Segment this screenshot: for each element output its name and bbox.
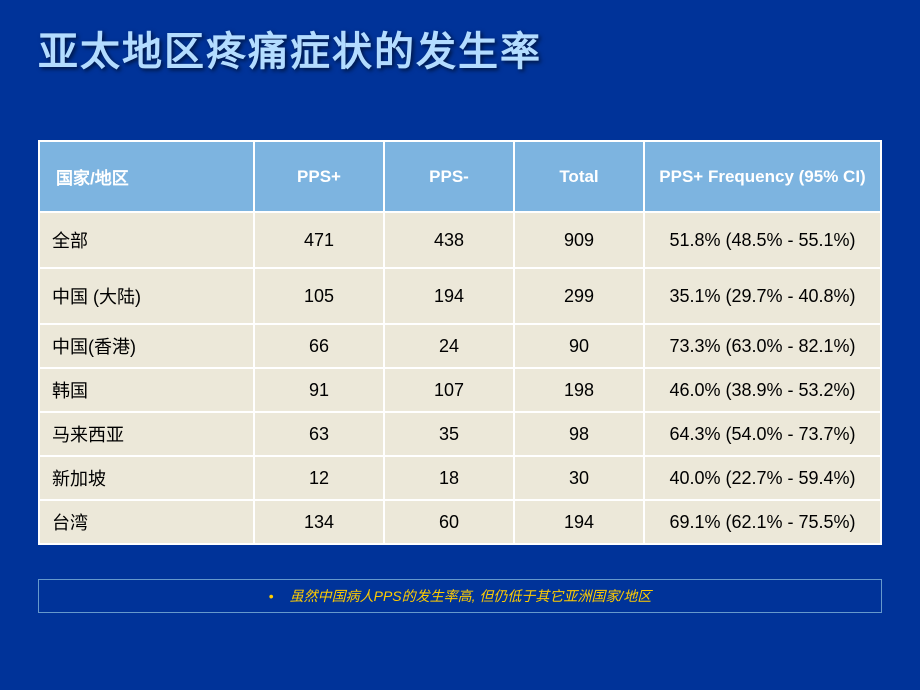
cell-region: 台湾 xyxy=(39,500,254,544)
table-row: 新加坡 12 18 30 40.0% (22.7% - 59.4%) xyxy=(39,456,881,500)
cell-freq: 51.8% (48.5% - 55.1%) xyxy=(644,212,881,268)
cell-region: 新加坡 xyxy=(39,456,254,500)
slide-container: 亚太地区疼痛症状的发生率 国家/地区 PPS+ PPS- Total PPS+ … xyxy=(0,0,920,690)
cell-total: 299 xyxy=(514,268,644,324)
table-row: 全部 471 438 909 51.8% (48.5% - 55.1%) xyxy=(39,212,881,268)
col-header-total: Total xyxy=(514,141,644,212)
table-row: 马来西亚 63 35 98 64.3% (54.0% - 73.7%) xyxy=(39,412,881,456)
cell-freq: 69.1% (62.1% - 75.5%) xyxy=(644,500,881,544)
cell-pps-minus: 24 xyxy=(384,324,514,368)
table-body: 全部 471 438 909 51.8% (48.5% - 55.1%) 中国 … xyxy=(39,212,881,544)
cell-pps-plus: 66 xyxy=(254,324,384,368)
cell-total: 30 xyxy=(514,456,644,500)
cell-freq: 64.3% (54.0% - 73.7%) xyxy=(644,412,881,456)
col-header-region: 国家/地区 xyxy=(39,141,254,212)
table-row: 中国(香港) 66 24 90 73.3% (63.0% - 82.1%) xyxy=(39,324,881,368)
cell-freq: 40.0% (22.7% - 59.4%) xyxy=(644,456,881,500)
cell-pps-minus: 35 xyxy=(384,412,514,456)
table-row: 台湾 134 60 194 69.1% (62.1% - 75.5%) xyxy=(39,500,881,544)
cell-pps-minus: 60 xyxy=(384,500,514,544)
cell-region: 马来西亚 xyxy=(39,412,254,456)
cell-pps-plus: 105 xyxy=(254,268,384,324)
cell-freq: 46.0% (38.9% - 53.2%) xyxy=(644,368,881,412)
cell-pps-plus: 91 xyxy=(254,368,384,412)
table-row: 中国 (大陆) 105 194 299 35.1% (29.7% - 40.8%… xyxy=(39,268,881,324)
cell-region: 中国(香港) xyxy=(39,324,254,368)
cell-freq: 35.1% (29.7% - 40.8%) xyxy=(644,268,881,324)
bullet-icon: • xyxy=(269,588,274,604)
table-header-row: 国家/地区 PPS+ PPS- Total PPS+ Frequency (95… xyxy=(39,141,881,212)
cell-pps-plus: 12 xyxy=(254,456,384,500)
footnote-container: • 虽然中国病人PPS的发生率高, 但仍低于其它亚洲国家/地区 xyxy=(38,579,882,613)
col-header-pps-minus: PPS- xyxy=(384,141,514,212)
col-header-pps-plus: PPS+ xyxy=(254,141,384,212)
data-table: 国家/地区 PPS+ PPS- Total PPS+ Frequency (95… xyxy=(38,140,882,545)
cell-pps-plus: 134 xyxy=(254,500,384,544)
cell-region: 韩国 xyxy=(39,368,254,412)
cell-pps-plus: 471 xyxy=(254,212,384,268)
cell-pps-minus: 18 xyxy=(384,456,514,500)
slide-title: 亚太地区疼痛症状的发生率 xyxy=(38,28,882,76)
table-row: 韩国 91 107 198 46.0% (38.9% - 53.2%) xyxy=(39,368,881,412)
cell-pps-minus: 107 xyxy=(384,368,514,412)
cell-pps-minus: 194 xyxy=(384,268,514,324)
footnote-text: 虽然中国病人PPS的发生率高, 但仍低于其它亚洲国家/地区 xyxy=(290,586,652,606)
col-header-freq: PPS+ Frequency (95% CI) xyxy=(644,141,881,212)
cell-total: 98 xyxy=(514,412,644,456)
cell-total: 90 xyxy=(514,324,644,368)
cell-total: 909 xyxy=(514,212,644,268)
cell-pps-minus: 438 xyxy=(384,212,514,268)
cell-region: 中国 (大陆) xyxy=(39,268,254,324)
cell-freq: 73.3% (63.0% - 82.1%) xyxy=(644,324,881,368)
cell-region: 全部 xyxy=(39,212,254,268)
cell-total: 194 xyxy=(514,500,644,544)
cell-pps-plus: 63 xyxy=(254,412,384,456)
cell-total: 198 xyxy=(514,368,644,412)
